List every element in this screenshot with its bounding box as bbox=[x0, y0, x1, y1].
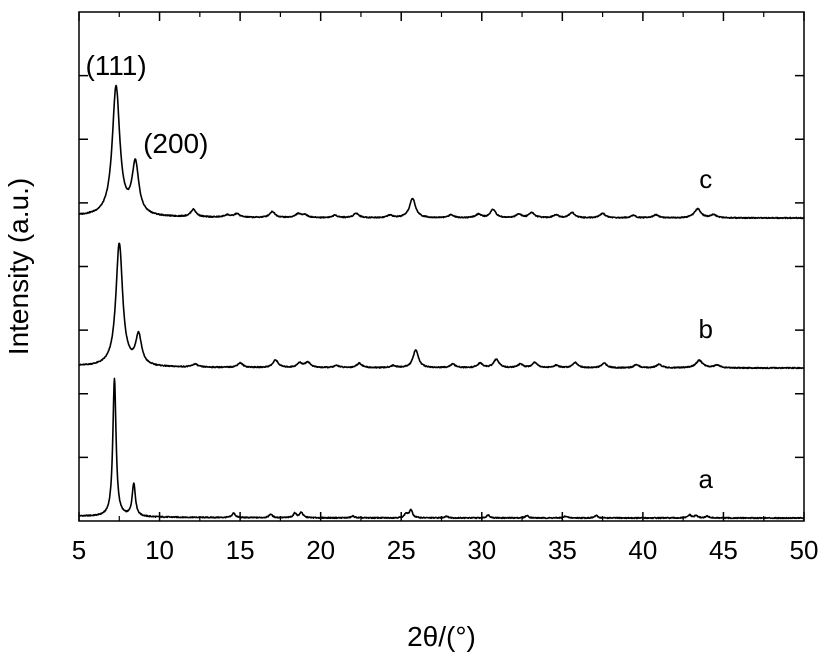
peak-label: (111) bbox=[85, 50, 146, 81]
x-tick-label: 45 bbox=[709, 535, 738, 565]
label-layer: a b c (111) (200) bbox=[85, 50, 713, 494]
series-label-c: c bbox=[699, 164, 712, 194]
series-line-a bbox=[78, 377, 805, 520]
x-tick-label: 20 bbox=[306, 535, 335, 565]
peak-label: (200) bbox=[143, 128, 208, 159]
x-tick-label: 25 bbox=[387, 535, 416, 565]
x-tick-label: 30 bbox=[467, 535, 496, 565]
series-line-b bbox=[78, 242, 805, 370]
y-axis-label: Intensity (a.u.) bbox=[3, 178, 34, 355]
series-line-c bbox=[78, 84, 805, 220]
series-label-b: b bbox=[698, 314, 712, 344]
x-tick-label: 40 bbox=[628, 535, 657, 565]
x-tick-label: 10 bbox=[145, 535, 174, 565]
series-label-a: a bbox=[698, 464, 713, 494]
x-tick-label: 50 bbox=[790, 535, 819, 565]
x-tick-label: 5 bbox=[72, 535, 86, 565]
x-axis-label: 2θ/(°) bbox=[407, 621, 476, 652]
x-tick-label: 15 bbox=[226, 535, 255, 565]
plot-frame bbox=[78, 11, 805, 522]
tick-layer: 5 10 15 20 25 30 35 40 45 50 bbox=[72, 12, 819, 565]
x-tick-label: 35 bbox=[548, 535, 577, 565]
